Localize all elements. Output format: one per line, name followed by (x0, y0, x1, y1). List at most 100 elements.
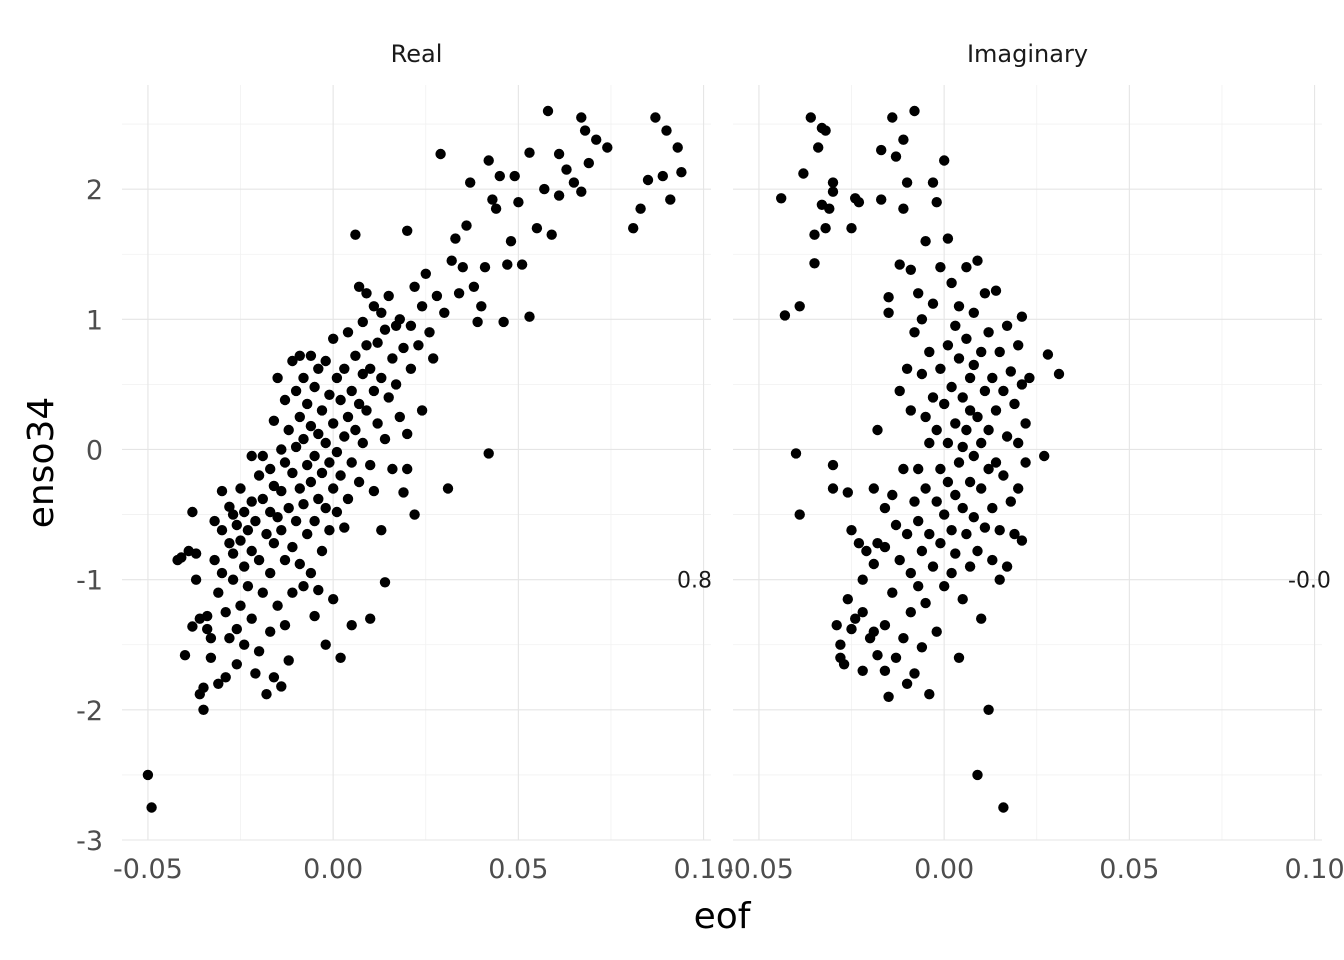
data-point (964, 476, 976, 488)
data-point (927, 392, 939, 403)
data-point (253, 646, 265, 657)
panel-real-title: Real (391, 40, 443, 68)
data-point (794, 509, 805, 520)
data-point (1053, 368, 1065, 380)
data-point (939, 509, 950, 520)
data-point (365, 459, 376, 471)
data-point (335, 652, 346, 663)
data-point (176, 552, 187, 563)
data-point (939, 581, 950, 592)
data-point (146, 802, 157, 813)
data-point (798, 168, 809, 179)
data-point (483, 448, 494, 459)
data-point (276, 525, 287, 536)
data-point (246, 450, 257, 462)
data-point (483, 155, 494, 166)
data-point (953, 457, 965, 468)
data-point (231, 659, 242, 670)
data-point (957, 594, 968, 605)
y-tick-label: 2 (86, 175, 103, 206)
data-point (324, 457, 335, 468)
data-point (190, 548, 202, 559)
data-point (383, 290, 394, 302)
data-point (305, 567, 317, 579)
data-point (1016, 311, 1028, 322)
data-point (1039, 450, 1050, 462)
data-point (313, 493, 324, 505)
data-point (628, 223, 639, 234)
data-point (257, 450, 268, 462)
data-point (924, 346, 935, 358)
data-point (868, 626, 879, 637)
data-point (1001, 320, 1013, 331)
x-tick-label: 0.00 (303, 854, 363, 885)
data-point (1020, 418, 1031, 429)
data-point (1001, 431, 1013, 442)
x-tick-label: 0.05 (488, 854, 548, 885)
data-point (983, 327, 994, 338)
data-point (387, 463, 398, 475)
data-point (361, 288, 372, 299)
data-point (283, 655, 294, 666)
data-point (302, 459, 313, 471)
data-point (365, 613, 376, 624)
data-point (953, 652, 965, 663)
data-point (368, 485, 380, 497)
data-point (257, 587, 268, 598)
x-tick-label: 0.10 (1285, 854, 1344, 885)
data-point (998, 385, 1009, 397)
data-point (905, 567, 916, 579)
data-point (813, 142, 824, 153)
data-point (261, 528, 272, 540)
data-point (524, 311, 535, 322)
data-point (1009, 528, 1020, 540)
data-point (376, 372, 387, 384)
data-point (846, 525, 857, 536)
data-point (676, 167, 687, 178)
data-point (927, 298, 939, 309)
data-point (268, 672, 280, 683)
data-point (961, 528, 972, 540)
data-point (642, 174, 654, 186)
data-point (468, 281, 480, 292)
data-point (268, 480, 280, 492)
data-point (479, 262, 491, 273)
data-point (224, 538, 235, 549)
data-point (905, 405, 916, 416)
data-point (361, 340, 372, 351)
data-point (316, 545, 328, 557)
data-point (553, 148, 565, 160)
data-point (187, 621, 198, 632)
data-point (935, 463, 946, 475)
data-point (265, 463, 276, 475)
data-point (927, 561, 939, 572)
data-point (372, 418, 383, 429)
data-point (1009, 398, 1020, 410)
data-point (879, 620, 891, 631)
data-point (198, 682, 209, 693)
data-point (968, 307, 979, 318)
data-point (913, 515, 924, 527)
panel-imaginary-x-ticks: -0.05 0.00 0.05 0.10 (724, 854, 1344, 885)
data-point (287, 587, 298, 598)
data-point (964, 405, 976, 416)
data-point (398, 487, 409, 498)
panel-imaginary-points (776, 105, 1065, 813)
data-point (1013, 483, 1024, 494)
data-point (876, 144, 887, 156)
x-tick-label: -0.05 (113, 854, 183, 885)
data-point (946, 381, 957, 393)
data-point (402, 225, 413, 236)
data-point (542, 105, 554, 117)
data-point (298, 372, 309, 384)
data-point (505, 236, 517, 247)
x-tick-label: -0.05 (724, 854, 794, 885)
data-point (994, 525, 1005, 536)
data-point (983, 704, 994, 715)
data-point (287, 541, 298, 553)
data-point (931, 626, 942, 637)
data-point (379, 577, 391, 588)
data-point (909, 496, 920, 507)
data-point (290, 515, 302, 527)
data-point (450, 233, 461, 244)
